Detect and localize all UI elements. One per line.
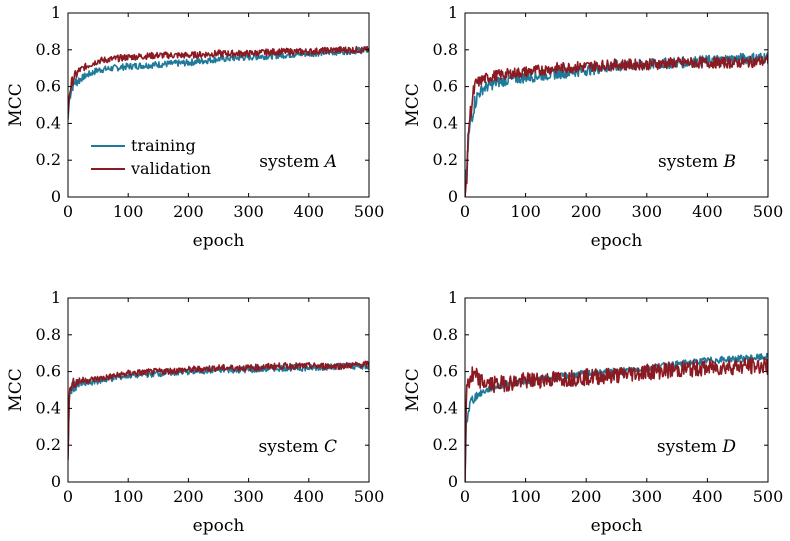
x-tick-label: 400 (692, 202, 723, 221)
chart-panel-c: 0 100 200 300 400 500 0 0.2 0.4 0.6 0.8 1 epoch MCC sy… (6, 288, 384, 536)
x-tick-label: 500 (354, 487, 385, 506)
plot-frame (464, 297, 769, 483)
y-tick-label: 0.8 (36, 40, 61, 59)
y-tick-label: 1 (448, 3, 458, 22)
plot-frame (464, 12, 769, 198)
y-tick-label: 0.4 (36, 398, 61, 417)
x-axis-label: epoch (193, 516, 245, 536)
y-tick-label: 0.6 (36, 77, 61, 96)
x-axis-label: epoch (193, 231, 245, 251)
y-tick-label: 0.6 (433, 77, 458, 96)
y-tick-label: 0 (448, 187, 458, 206)
plot-frame (67, 12, 370, 198)
x-tick-label: 500 (753, 202, 784, 221)
x-tick-label: 0 (63, 202, 73, 221)
y-tick-label: 0.8 (433, 325, 458, 344)
x-tick-label: 200 (173, 202, 204, 221)
legend-label-validation: validation (130, 159, 211, 178)
y-tick-label: 0.6 (36, 362, 61, 381)
y-tick-label: 0.4 (36, 113, 61, 132)
x-tick-label: 0 (460, 487, 470, 506)
x-tick-label: 400 (294, 202, 325, 221)
system-letter: A (323, 152, 337, 172)
x-tick-label: 300 (233, 487, 264, 506)
x-tick-label: 200 (173, 487, 204, 506)
y-axis-label: MCC (6, 83, 26, 126)
x-axis-label: epoch (591, 231, 643, 251)
chart-panel-d: 0 100 200 300 400 500 0 0.2 0.4 0.6 0.8 1 epoch MCC sy… (403, 288, 783, 536)
x-axis-label: epoch (591, 516, 643, 536)
y-tick-label: 0.4 (433, 113, 458, 132)
x-tick-label: 0 (63, 487, 73, 506)
y-tick-label: 0.2 (433, 435, 458, 454)
x-tick-label: 0 (460, 202, 470, 221)
y-tick-label: 0.2 (36, 435, 61, 454)
series-line-validation (465, 55, 768, 197)
y-tick-label: 0 (448, 472, 458, 491)
x-tick-label: 100 (510, 487, 541, 506)
legend-background (87, 133, 227, 187)
x-tick-label: 300 (233, 202, 264, 221)
y-tick-label: 1 (51, 288, 61, 307)
y-tick-label: 0.8 (36, 325, 61, 344)
system-letter: B (723, 152, 737, 172)
x-tick-label: 500 (753, 487, 784, 506)
system-letter: D (721, 437, 736, 457)
y-axis-label: MCC (6, 368, 26, 411)
x-tick-label: 200 (571, 487, 602, 506)
y-tick-label: 0.8 (433, 40, 458, 59)
y-tick-label: 1 (51, 3, 61, 22)
y-tick-label: 1 (448, 288, 458, 307)
system-annotation: system D (657, 437, 736, 457)
x-tick-label: 500 (354, 202, 385, 221)
series-line-validation (465, 357, 768, 482)
chart-panel-a: 0 100 200 300 400 500 0 0.2 0.4 0.6 0.8 1 epoch MCC sy… (6, 3, 384, 251)
chart-panel-b: 0 100 200 300 400 500 0 0.2 0.4 0.6 0.8 1 epoch MCC sy… (403, 3, 783, 251)
x-tick-label: 100 (113, 202, 144, 221)
x-tick-label: 300 (632, 487, 663, 506)
x-tick-label: 200 (571, 202, 602, 221)
plot-frame (67, 297, 370, 483)
y-tick-label: 0 (51, 472, 61, 491)
y-tick-label: 0.2 (36, 150, 61, 169)
y-tick-label: 0.6 (433, 362, 458, 381)
series-line-validation (68, 45, 369, 115)
legend: training validation (87, 133, 227, 187)
x-tick-label: 400 (294, 487, 325, 506)
y-tick-label: 0 (51, 187, 61, 206)
series-line-validation (68, 360, 369, 460)
system-letter: C (324, 437, 337, 457)
y-axis-label: MCC (403, 83, 423, 126)
system-annotation: system C (259, 437, 337, 457)
x-tick-label: 400 (692, 487, 723, 506)
legend-label-training: training (131, 136, 196, 155)
x-tick-label: 100 (510, 202, 541, 221)
x-tick-label: 100 (113, 487, 144, 506)
y-tick-label: 0.2 (433, 150, 458, 169)
system-annotation: system B (658, 152, 736, 172)
system-annotation: system A (259, 152, 337, 172)
y-tick-label: 0.4 (433, 398, 458, 417)
y-axis-label: MCC (403, 368, 423, 411)
x-tick-label: 300 (632, 202, 663, 221)
